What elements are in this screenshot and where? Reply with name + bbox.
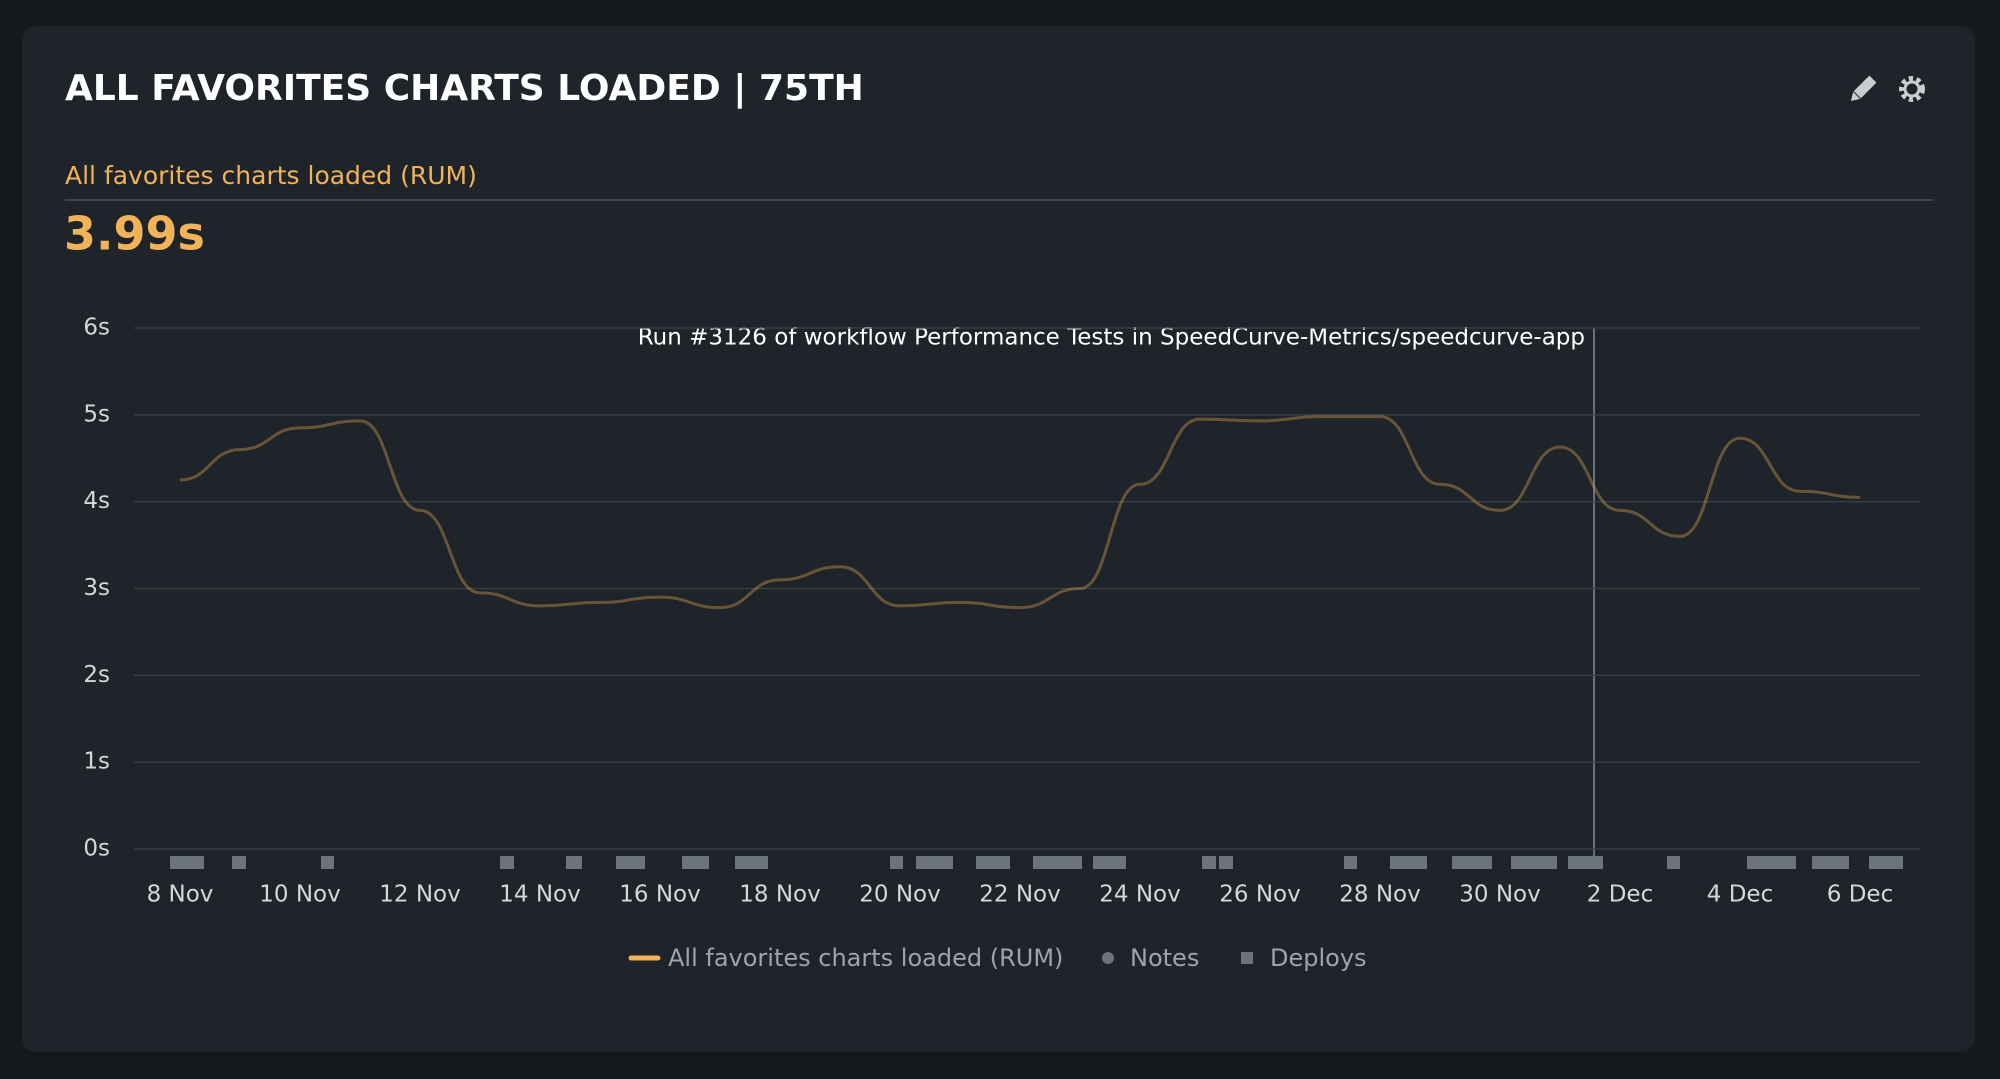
legend-swatch <box>1241 952 1253 964</box>
deploy-marker <box>616 856 645 869</box>
x-tick-label: 20 Nov <box>859 882 940 908</box>
x-tick-label: 28 Nov <box>1339 882 1420 908</box>
x-tick-label: 8 Nov <box>147 882 214 908</box>
series-line <box>179 415 1861 610</box>
y-tick-label: 4s <box>83 488 110 514</box>
deploy-marker <box>321 856 334 869</box>
y-tick-label: 3s <box>83 575 110 601</box>
deploy-marker <box>976 856 1010 869</box>
deploy-marker <box>500 856 514 869</box>
x-tick-label: 22 Nov <box>979 882 1060 908</box>
x-tick-label: 6 Dec <box>1827 882 1893 908</box>
x-tick-label: 2 Dec <box>1587 882 1653 908</box>
x-tick-label: 30 Nov <box>1459 882 1540 908</box>
x-tick-label: 18 Nov <box>739 882 820 908</box>
y-tick-label: 1s <box>83 749 110 775</box>
deploy-marker <box>1202 856 1216 869</box>
deploy-marker <box>1033 856 1082 869</box>
x-tick-label: 16 Nov <box>619 882 700 908</box>
metric-value: 3.99s <box>64 207 205 261</box>
deploy-marker <box>1093 856 1126 869</box>
deploy-marker <box>1390 856 1427 869</box>
x-tick-label: 24 Nov <box>1099 882 1180 908</box>
deploy-marker <box>1747 856 1796 869</box>
deploy-marker <box>1219 856 1233 869</box>
x-tick-label: 12 Nov <box>379 882 460 908</box>
y-tick-label: 2s <box>83 662 110 688</box>
deploy-marker <box>1452 856 1492 869</box>
deploy-marker <box>170 856 204 869</box>
card-background <box>22 26 1975 1052</box>
deploy-marker <box>890 856 903 869</box>
y-tick-label: 0s <box>83 836 110 862</box>
deploy-marker <box>916 856 953 869</box>
deploy-marker <box>1511 856 1557 869</box>
legend-swatch <box>1102 952 1114 964</box>
deploy-marker <box>232 856 246 869</box>
settings-icon[interactable] <box>1899 76 1925 102</box>
deploy-marker <box>1812 856 1849 869</box>
deploy-marker <box>682 856 709 869</box>
deploy-marker <box>1568 856 1603 869</box>
legend-label: All favorites charts loaded (RUM) <box>668 944 1063 972</box>
deploy-marker <box>1869 856 1903 869</box>
annotation: Run #3126 of workflow Performance Tests … <box>638 325 1585 351</box>
y-tick-label: 5s <box>83 401 110 427</box>
deploy-marker <box>1344 856 1357 869</box>
edit-icon[interactable] <box>1847 75 1877 105</box>
legend-label: Notes <box>1130 944 1199 972</box>
deploy-marker <box>735 856 768 869</box>
x-tick-label: 4 Dec <box>1707 882 1773 908</box>
x-tick-label: 10 Nov <box>259 882 340 908</box>
x-tick-label: 26 Nov <box>1219 882 1300 908</box>
legend-label: Deploys <box>1270 944 1367 972</box>
metric-label: All favorites charts loaded (RUM) <box>65 161 477 190</box>
deploy-marker <box>1667 856 1680 869</box>
x-tick-label: 14 Nov <box>499 882 580 908</box>
y-tick-label: 6s <box>83 315 110 341</box>
deploy-marker <box>566 856 582 869</box>
card-title: ALL FAVORITES CHARTS LOADED | 75TH <box>65 68 864 109</box>
